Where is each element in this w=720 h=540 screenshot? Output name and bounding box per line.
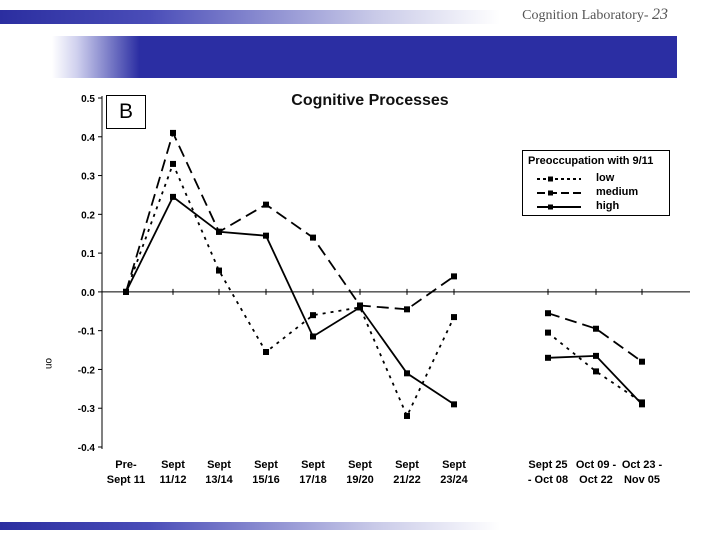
y-tick-label: 0.4: [81, 133, 95, 144]
x-tick-label: 15/16: [252, 474, 280, 486]
data-point-medium: [639, 358, 645, 365]
data-point-high: [357, 304, 363, 311]
data-point-high: [170, 193, 176, 200]
x-tick-label: 11/12: [160, 474, 187, 486]
legend-label-low: low: [596, 172, 615, 184]
data-point-medium: [310, 234, 316, 241]
data-point-high: [451, 401, 457, 408]
y-tick-label: 0.0: [81, 288, 95, 299]
x-tick-label: Oct 23 -: [622, 459, 663, 471]
y-axis-label-fragment: on: [43, 358, 54, 370]
x-tick-label: Sept: [161, 459, 185, 471]
data-point-high: [545, 354, 551, 361]
x-tick-label: Sept: [207, 459, 231, 471]
data-point-high: [216, 228, 222, 235]
y-tick-label: 0.1: [81, 249, 95, 260]
x-tick-label: Sept: [254, 459, 278, 471]
top-decorative-strip: [0, 10, 500, 24]
y-tick-label: 0.2: [81, 210, 95, 221]
data-point-medium: [593, 325, 599, 332]
series-line-high: [547, 354, 643, 405]
x-tick-label: 17/18: [299, 474, 327, 486]
data-point-low: [593, 368, 599, 375]
data-point-medium: [263, 201, 269, 208]
y-tick-label: -0.3: [78, 404, 96, 415]
y-tick-label: 0.5: [81, 94, 95, 105]
data-point-medium: [404, 306, 410, 313]
data-point-low: [451, 314, 457, 321]
y-tick-label: -0.4: [78, 443, 96, 454]
x-tick-label: Sept: [442, 459, 466, 471]
legend-title: Preoccupation with 9/11: [528, 155, 654, 167]
x-tick-label: Pre-: [115, 459, 137, 471]
x-tick-label: Sept 11: [107, 474, 146, 486]
data-point-high: [639, 401, 645, 408]
x-tick-label: Oct 22: [579, 474, 613, 486]
x-tick-label: Sept 25: [528, 459, 567, 471]
bottom-decorative-strip: [0, 522, 500, 530]
legend-label-medium: medium: [596, 186, 639, 198]
x-tick-label: Oct 09 -: [576, 459, 617, 471]
legend-item-medium: medium: [531, 186, 661, 200]
legend-label-high: high: [596, 200, 620, 212]
x-tick-label: 23/24: [440, 474, 468, 486]
x-tick-label: 13/14: [205, 474, 233, 486]
page-number: 23: [652, 6, 668, 23]
title-bar: [52, 36, 677, 78]
data-point-low: [310, 312, 316, 319]
x-tick-label: Sept: [301, 459, 325, 471]
data-point-medium: [170, 129, 176, 136]
data-point-low: [545, 329, 551, 336]
series-line-low: [125, 161, 455, 419]
data-point-low: [170, 160, 176, 167]
header-text: Cognition Laboratory-: [522, 8, 649, 23]
data-point-medium: [545, 310, 551, 317]
data-point-high: [310, 333, 316, 340]
x-tick-label: Sept: [348, 459, 372, 471]
x-tick-label: Sept: [395, 459, 419, 471]
data-point-low: [263, 348, 269, 355]
data-point-low: [404, 412, 410, 419]
data-point-high: [404, 370, 410, 377]
y-tick-label: -0.2: [78, 365, 96, 376]
data-point-high: [593, 352, 599, 359]
legend: Preoccupation with 9/11 low medium high: [522, 150, 670, 216]
panel-label: B: [106, 95, 146, 129]
data-point-low: [216, 267, 222, 274]
chart-title: Cognitive Processes: [291, 92, 449, 109]
slide-header: Cognition Laboratory- 23: [522, 6, 668, 24]
data-point-medium: [451, 273, 457, 280]
series-line-high: [125, 195, 455, 406]
x-tick-label: 21/22: [393, 474, 421, 486]
x-tick-label: 19/20: [346, 474, 374, 486]
legend-item-high: high: [531, 200, 661, 214]
data-point-high: [263, 232, 269, 239]
series-line-low: [547, 331, 643, 404]
x-tick-label: Nov 05: [624, 474, 660, 486]
legend-item-low: low: [531, 172, 661, 186]
y-tick-label: -0.1: [78, 327, 96, 338]
y-tick-label: 0.3: [81, 172, 95, 183]
data-point-high: [123, 288, 129, 295]
x-tick-label: - Oct 08: [528, 474, 568, 486]
series-line-medium: [125, 130, 455, 311]
